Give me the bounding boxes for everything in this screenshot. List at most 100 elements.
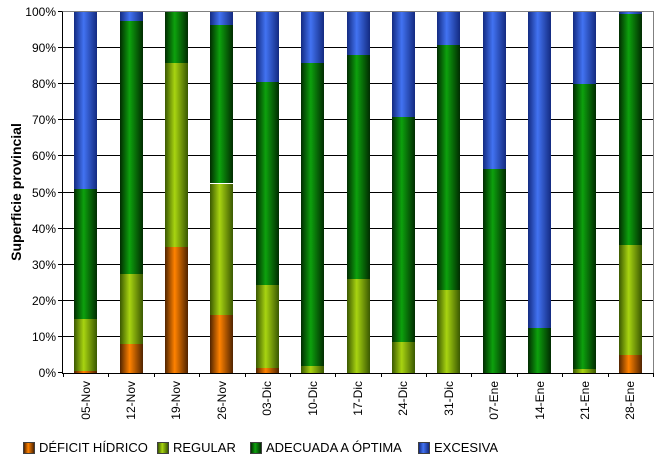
bar-segment [391,116,415,343]
bar-segment [164,246,188,373]
x-axis-tick [471,373,472,377]
bar-31-Dic [437,12,461,373]
x-tick-label: 21-Ene [577,381,592,420]
y-axis-tick [58,191,62,193]
x-axis-tick [199,373,200,377]
x-tick-label: 07-Ene [487,381,502,420]
y-axis-tick [58,47,62,49]
bar-segment [528,327,552,373]
legend-swatch-icon [250,441,262,454]
bar-segment [164,62,188,247]
bar-segment [74,371,98,373]
x-tick-label: 24-Dic [396,381,411,416]
x-tick-label: 28-Ene [623,381,638,420]
x-tick-label: 14-Ene [532,381,547,420]
legend-label: ADECUADA A ÓPTIMA [266,440,402,455]
bar-segment [346,279,370,373]
bar-26-Nov [210,12,234,373]
bar-05-Nov [74,12,98,373]
bar-segment [119,21,143,274]
bar-segment [210,24,234,184]
bar-segment [346,55,370,280]
y-axis-tick [58,119,62,121]
x-tick-label: 17-Dic [351,381,365,416]
bar-segment [391,342,415,373]
legend-swatch-icon [418,441,430,454]
bar-segment [301,365,325,373]
bar-segment [119,344,143,373]
bar-segment [119,273,143,345]
y-tick-label: 60% [31,149,56,164]
bar-segment [346,12,370,56]
y-tick-label: 100% [25,5,56,19]
bar-12-Nov [119,12,143,373]
y-axis-tick [58,372,62,373]
x-tick-label: 31-Dic [441,381,456,416]
y-tick-label: 20% [31,293,56,308]
bar-segment [437,44,461,290]
bar-segment [210,183,234,316]
bar-segment [618,13,642,245]
bar-segment [210,315,234,373]
y-tick-label: 0% [38,366,56,380]
bar-segment [573,369,597,373]
x-axis-tick [517,373,518,377]
legend-item: DÉFICIT HÍDRICO [23,440,148,455]
legend-label: DÉFICIT HÍDRICO [39,440,148,455]
bar-21-Ene [573,12,597,373]
x-tick-label: 03-Dic [260,381,275,416]
legend: DÉFICIT HÍDRICO REGULAR ADECUADA A ÓPTIMA E… [0,440,659,462]
x-axis-tick [335,373,336,377]
x-tick-label: 19-Nov [169,381,184,420]
x-axis-tick [63,373,64,377]
x-tick-label: 26-Nov [214,381,229,420]
y-tick-label: 70% [31,113,56,128]
x-axis-tick [108,373,109,377]
bar-segment [528,12,552,328]
y-axis-tick [58,227,62,229]
bar-segment [618,12,642,14]
bar-segment [437,289,461,373]
bar-segment [74,318,98,372]
x-axis-tick [426,373,427,377]
bar-24-Dic [391,12,415,373]
bar-segment [255,367,279,373]
y-axis-tick [58,299,62,301]
legend-item: REGULAR [157,440,236,455]
y-tick-label: 30% [31,257,56,272]
y-axis-tick [58,335,62,337]
x-axis-tick [653,373,654,377]
y-tick-label: 40% [31,221,56,236]
bar-10-Dic [301,12,325,373]
bar-segment [301,12,325,63]
legend-label: REGULAR [173,440,236,455]
y-tick-label: 90% [31,41,56,56]
bar-28-Ene [618,12,642,373]
x-tick-label: 05-Nov [78,381,93,420]
x-tick-label: 12-Nov [124,381,139,420]
bar-segment [119,12,143,22]
bar-segment [573,84,597,370]
bar-segment [255,12,279,83]
y-axis-tick [58,11,62,12]
bar-17-Dic [346,12,370,373]
bar-segment [301,62,325,366]
y-tick-label: 80% [31,77,56,92]
legend-item: EXCESIVA [418,440,498,455]
bar-segment [437,12,461,45]
y-tick-label: 50% [31,185,56,200]
bar-segment [573,12,597,85]
bar-segment [255,284,279,368]
bar-segment [482,169,506,373]
legend-label: EXCESIVA [434,440,499,455]
x-axis-tick [381,373,382,377]
x-tick-label: 10-Dic [305,381,320,416]
legend-swatch-icon [23,441,35,454]
plot-area [58,11,654,377]
x-axis-tick [290,373,291,377]
bar-segment [618,354,642,373]
bar-14-Ene [528,12,552,373]
y-tick-label: 10% [31,329,56,344]
y-axis-tick [58,155,62,157]
